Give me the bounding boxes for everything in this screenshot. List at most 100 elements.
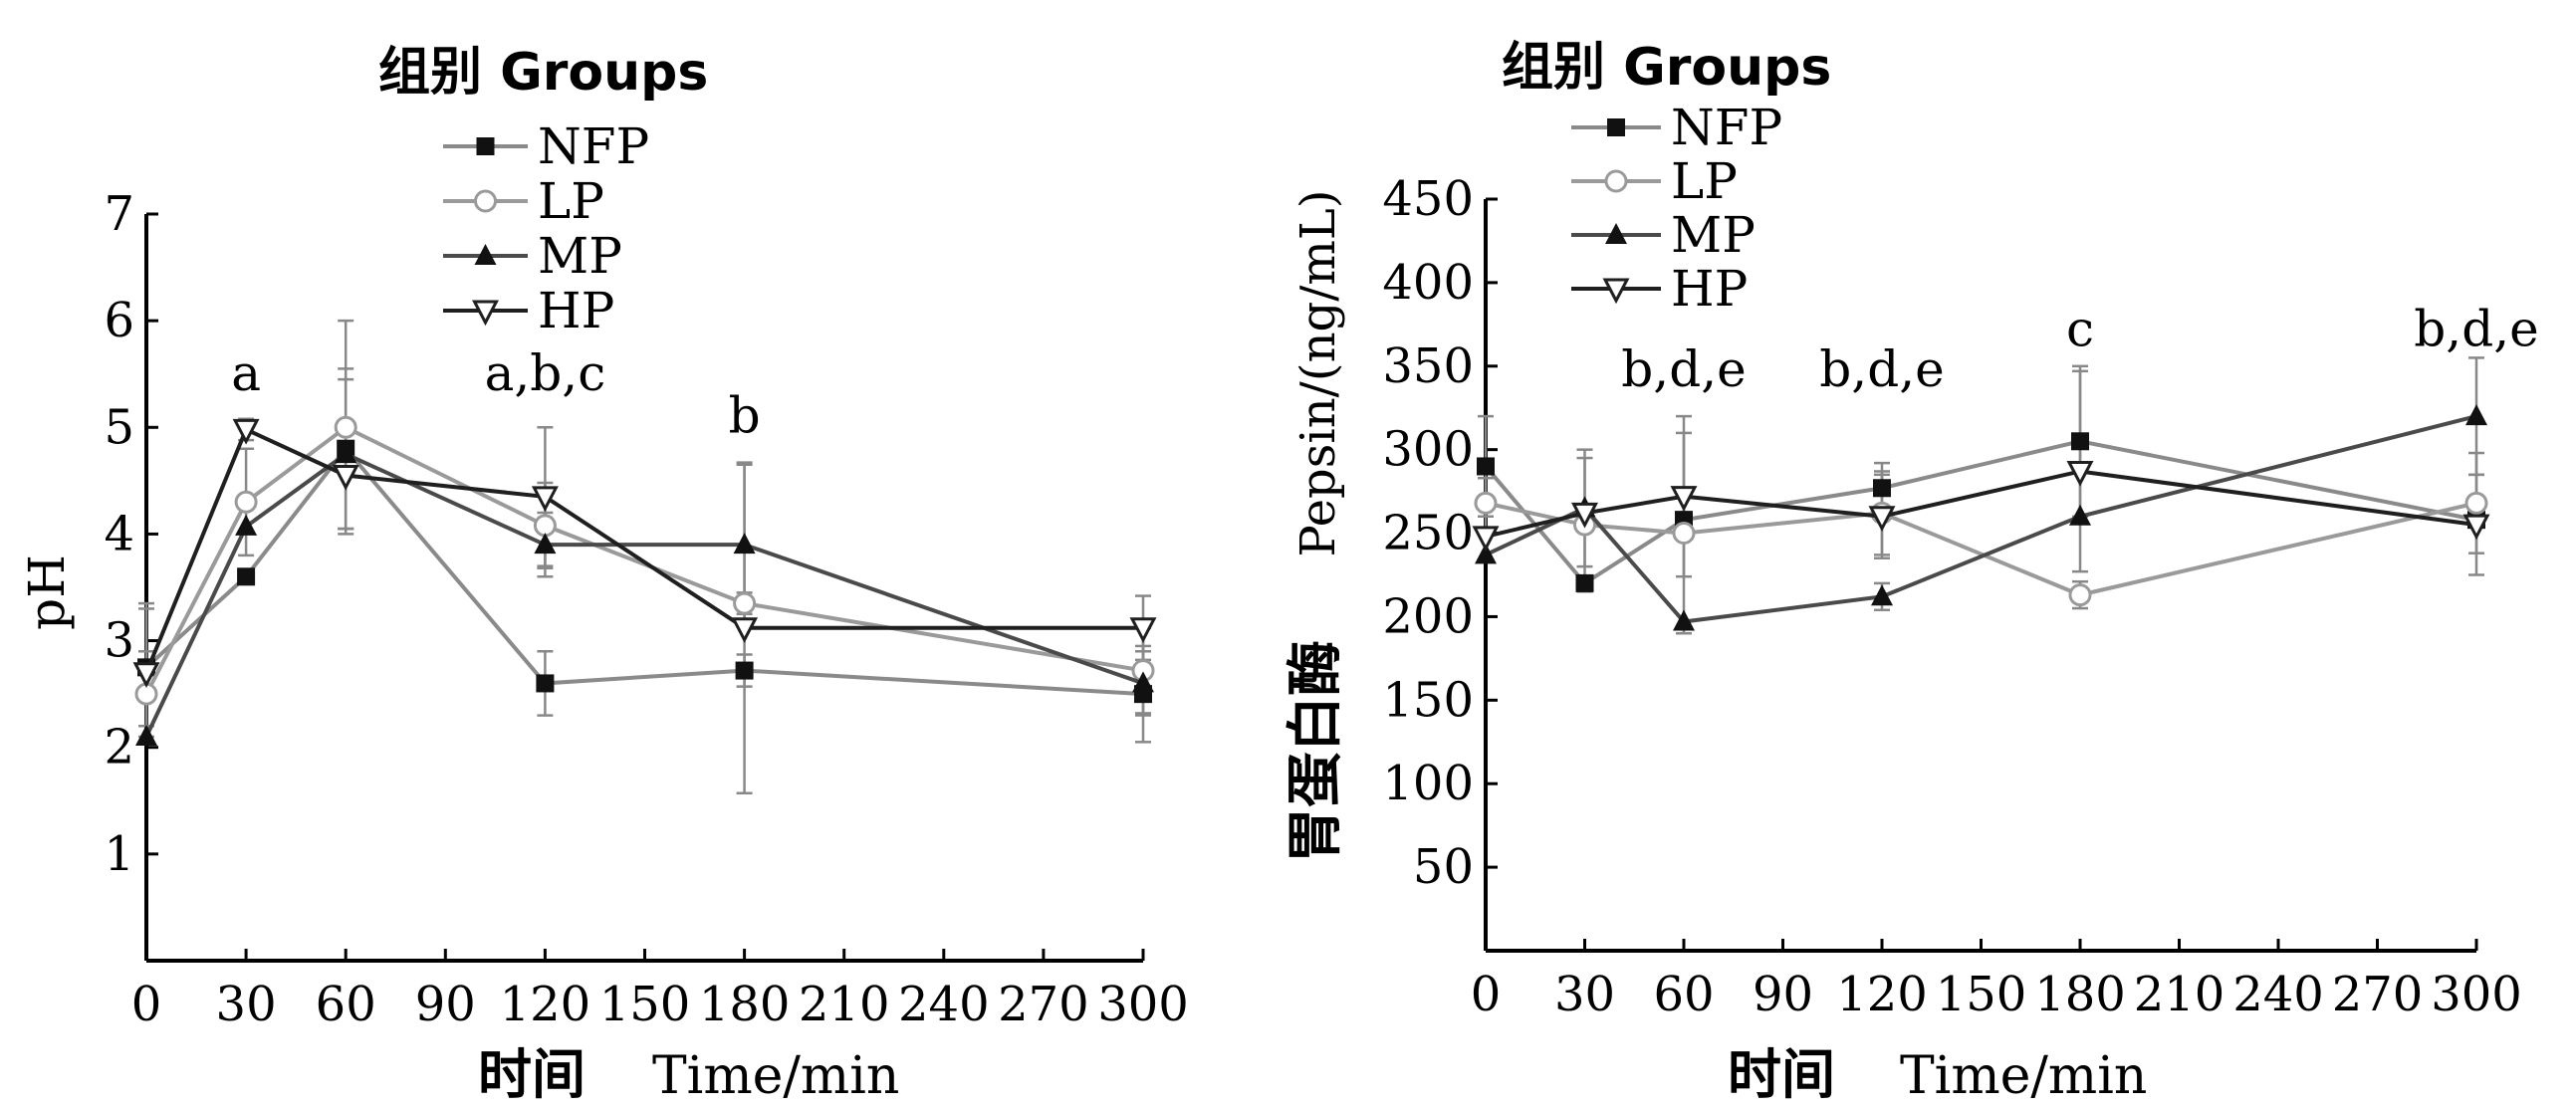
ph-x-tick-label: 180 [699,977,791,1032]
ph-series-mp-point [235,514,258,536]
pepsin-y-tick-label: 50 [1413,839,1474,895]
pepsin-series-hp-point [2462,514,2490,541]
ph-series-mp-point [335,442,357,464]
ph-series-mp-point [1132,671,1154,693]
ph-legend-marker [474,189,497,213]
ph-x-tick-label: 60 [316,977,376,1032]
ph-series-lp-point [733,591,757,615]
ph-legend-entry-nfp: NFP [443,117,649,175]
pepsin-y-tick-label: 250 [1382,506,1474,561]
pepsin-series-nfp-point [2071,432,2089,451]
pepsin-legend-label: MP [1671,206,1756,264]
pepsin-x-tick-label: 90 [1753,967,1813,1022]
ph-plot-area: a a,b,c b [132,319,1157,795]
pepsin-series-nfp-point [1477,457,1495,476]
ph-series-lp-line [144,424,1144,696]
ph-x-tick-label: 0 [131,977,162,1032]
pepsin-significance-label: b,d,e [1819,340,1944,398]
ph-series-mp-point [733,533,756,554]
ph-x-tick-label: 120 [500,977,591,1032]
pepsin-series-nfp-point [1873,479,1891,498]
ph-significance-label: a,b,c [485,344,606,402]
pepsin-legend-entry-nfp: NFP [1571,99,1782,156]
ph-series-mp-line [144,451,1144,738]
ph-y-tick-label: 4 [104,506,134,561]
ph-y-axis-label: pH [18,554,76,630]
pepsin-series-mp-point [1475,543,1497,564]
ph-y-tick-label: 2 [104,720,134,776]
pepsin-y-tick-label: 150 [1382,672,1474,728]
pepsin-series-hp-point [1472,526,1500,553]
ph-legend-entry-lp: LP [443,172,604,230]
pepsin-y-axis-label-en: Pepsin/(ng/mL) [1290,190,1346,557]
ph-legend-label: LP [538,172,604,230]
ph-series-hp-point [731,617,759,643]
ph-x-tick-label: 150 [599,977,691,1032]
pepsin-x-axis-label-cn: 时间 [1728,1043,1835,1106]
ph-series-lp-point [334,415,357,439]
ph-series-hp-line [144,426,1143,674]
pepsin-significance-label: b,d,e [1621,340,1746,398]
ph-legend-label: NFP [538,117,649,175]
ph-series-hp-point [132,662,160,688]
ph-series-mp-point [135,725,157,746]
pepsin-series-lp-point [2464,491,2488,515]
ph-x-tick-label: 240 [898,977,990,1032]
ph-y-tick-label: 1 [104,826,134,882]
ph-significance-label: b [729,387,761,445]
pepsin-x-tick-label: 150 [1936,967,2027,1022]
pepsin-y-tick-label: 300 [1382,422,1474,478]
pepsin-legend-entry-mp: MP [1571,206,1756,264]
ph-legend-entry-hp: HP [443,282,614,339]
pepsin-x-axis-label-en: Time/min [1900,1046,2147,1106]
ph-series-hp-point [232,418,260,445]
ph-series-lp-point [234,490,258,514]
pepsin-legend-marker [1604,169,1628,193]
pepsin-series-mp-point [2069,504,2091,526]
ph-y-tick-label: 6 [104,293,134,348]
pepsin-legend-title: 组别 Groups [1502,38,1831,98]
pepsin-legend-marker [1602,278,1630,305]
ph-legend-title: 组别 Groups [378,43,708,103]
pepsin-series-nfp-line [1484,439,2477,586]
ph-x-axis-label-cn: 时间 [478,1043,585,1106]
ph-legend-entry-mp: MP [443,227,622,285]
pepsin-series-hp-point [1571,502,1598,529]
ph-axes: 0 30 60 90 120 150 180 210 240 270 300 1 2 3 4 5 6 7 [104,186,1188,1032]
pepsin-series-hp-point [2066,460,2094,487]
ph-legend-label: MP [538,227,622,285]
pepsin-series-hp-point [1670,486,1698,512]
pepsin-x-tick-label: 60 [1653,967,1714,1022]
pepsin-y-tick-label: 400 [1382,255,1474,311]
pepsin-series-lp-point [1672,522,1696,546]
ph-series-hp-point [1129,617,1157,643]
pepsin-legend-entry-hp: HP [1571,260,1748,318]
ph-legend-marker [474,244,497,265]
ph-x-tick-label: 300 [1097,977,1189,1032]
pepsin-legend-label: LP [1671,152,1738,210]
ph-x-axis-label-en: Time/min [652,1046,899,1106]
pepsin-series-lp-line [1485,501,2477,597]
pepsin-series-nfp-point [1575,573,1594,592]
pepsin-x-tick-label: 120 [1836,967,1928,1022]
pepsin-x-tick-label: 30 [1554,967,1615,1022]
ph-x-tick-label: 90 [415,977,476,1032]
pepsin-x-tick-label: 240 [2232,967,2324,1022]
pepsin-series-hp-point [1868,506,1896,533]
ph-legend-marker [472,300,499,327]
ph-series-nfp-point [735,661,754,680]
ph-x-tick-label: 270 [998,977,1089,1032]
pepsin-y-axis-label-cn: 胃蛋白酶 [1284,640,1348,863]
pepsin-series-mp-point [1871,584,1893,606]
ph-y-tick-label: 7 [104,186,134,242]
ph-x-tick-label: 210 [799,977,890,1032]
pepsin-x-tick-label: 180 [2034,967,2126,1022]
ph-series-lp-point [533,514,557,538]
pepsin-legend-label: NFP [1671,99,1782,156]
